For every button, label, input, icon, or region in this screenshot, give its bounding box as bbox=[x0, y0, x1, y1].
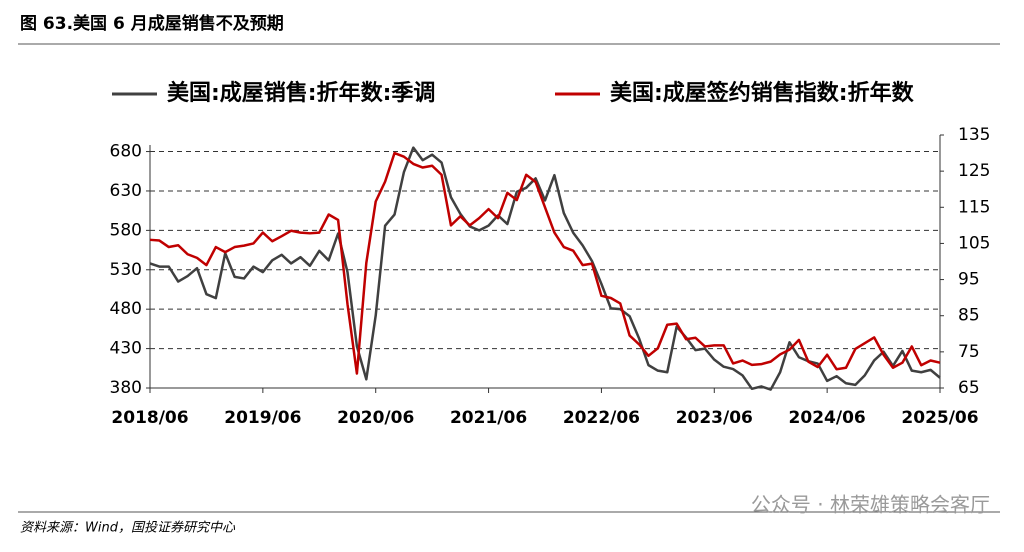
y-tick-label: 680 bbox=[110, 142, 142, 162]
y2-tick-label: 115 bbox=[958, 197, 990, 217]
y2-tick-label: 95 bbox=[958, 270, 980, 290]
y-tick-label: 630 bbox=[110, 181, 142, 201]
series-line bbox=[149, 151, 941, 375]
y2-tick-label: 135 bbox=[958, 125, 990, 145]
x-tick-label: 2025/06 bbox=[901, 408, 978, 428]
y-tick-label: 580 bbox=[110, 220, 142, 240]
x-tick-label: 2021/06 bbox=[450, 408, 527, 428]
watermark: 公众号 · 林荣雄策略会客厅 bbox=[751, 493, 990, 517]
y2-tick-label: 125 bbox=[958, 161, 990, 181]
x-tick-label: 2023/06 bbox=[676, 408, 753, 428]
figure-title: 图 63.美国 6 月成屋销售不及预期 bbox=[20, 13, 284, 34]
y-tick-label: 430 bbox=[110, 339, 142, 359]
x-tick-label: 2019/06 bbox=[224, 408, 301, 428]
y-tick-label: 380 bbox=[110, 378, 142, 398]
x-tick-label: 2022/06 bbox=[563, 408, 640, 428]
y2-tick-label: 65 bbox=[958, 378, 980, 398]
x-tick-label: 2018/06 bbox=[111, 408, 188, 428]
y-tick-label: 480 bbox=[110, 299, 142, 319]
y2-tick-label: 105 bbox=[958, 233, 990, 253]
legend-label: 美国:成屋签约销售指数:折年数 bbox=[610, 80, 915, 106]
y2-tick-label: 75 bbox=[958, 342, 980, 362]
legend-label: 美国:成屋销售:折年数:季调 bbox=[167, 80, 435, 106]
y-tick-label: 530 bbox=[110, 260, 142, 280]
x-tick-label: 2024/06 bbox=[789, 408, 866, 428]
x-tick-label: 2020/06 bbox=[337, 408, 414, 428]
y2-tick-label: 85 bbox=[958, 306, 980, 326]
series-line bbox=[149, 146, 941, 391]
source: 资料来源：Wind，国投证券研究中心 bbox=[20, 520, 236, 536]
